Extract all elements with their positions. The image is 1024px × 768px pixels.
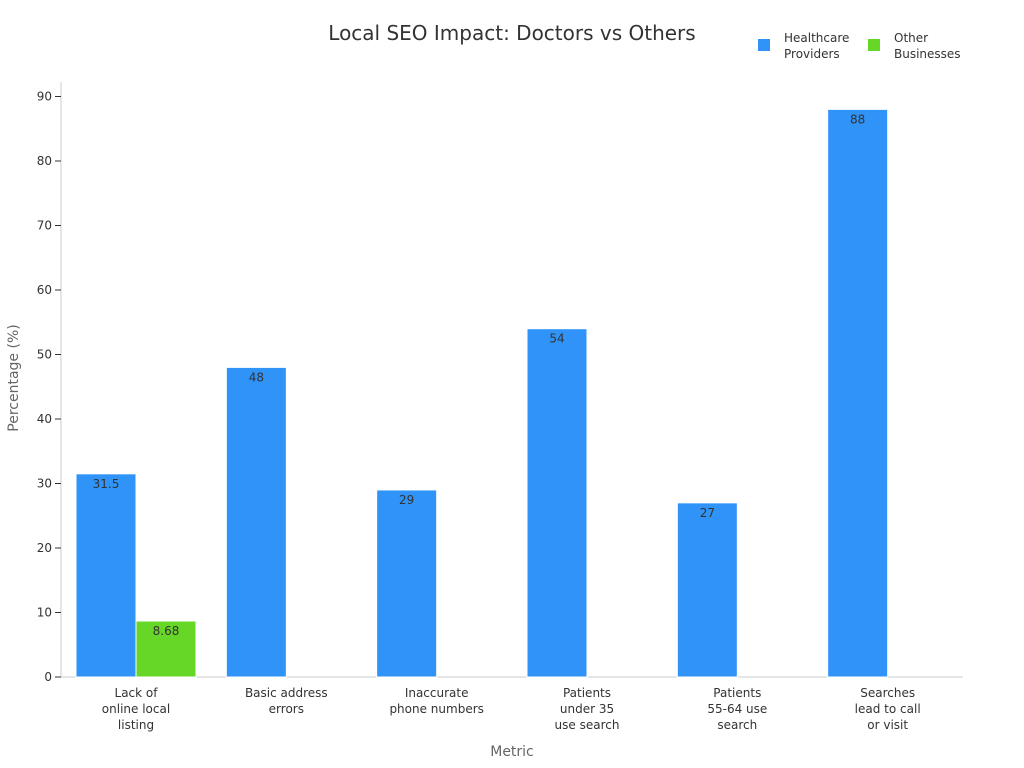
y-tick-label: 80	[37, 154, 52, 168]
bars	[75, 108, 889, 678]
bar-healthcare-2	[376, 489, 438, 678]
data-label: 27	[700, 506, 715, 520]
x-axis-title: Metric	[490, 744, 534, 760]
x-tick-label-line: errors	[269, 702, 304, 716]
y-tick-label: 50	[37, 348, 52, 362]
x-tick-label-line: or visit	[867, 718, 908, 732]
legend-swatch-1	[868, 39, 880, 51]
y-axis-title: Percentage (%)	[6, 324, 22, 431]
x-tick-label-line: Patients	[713, 686, 761, 700]
bar-healthcare-3	[526, 328, 588, 678]
x-tick-label: Patients under 35 use search	[555, 686, 620, 732]
y-tick-label: 90	[37, 90, 52, 104]
x-tick-label-line: Lack of	[115, 686, 159, 700]
data-label: 88	[850, 112, 865, 126]
data-label: 31.5	[93, 477, 120, 491]
legend-label-line: Providers	[784, 47, 840, 61]
x-tick-label-line: phone numbers	[389, 702, 483, 716]
x-tick-label: Inaccurate phone numbers	[389, 686, 483, 716]
data-label: 8.68	[153, 624, 180, 638]
x-axis: Lack of online local listing Basic address e…	[61, 676, 963, 732]
legend: Healthcare Providers Other Businesses	[758, 31, 961, 61]
x-tick-label: Basic address errors	[245, 686, 328, 716]
x-tick-label-line: use search	[555, 718, 620, 732]
chart-title: Local SEO Impact: Doctors vs Others	[328, 21, 695, 45]
y-axis: 0 10 20 30 40 50 60 70 80 90	[37, 82, 62, 684]
legend-label-line: Other	[894, 31, 928, 45]
y-tick-label: 70	[37, 219, 52, 233]
data-label: 29	[399, 493, 414, 507]
x-tick-label-line: listing	[118, 718, 154, 732]
bar-healthcare-1	[225, 366, 287, 678]
y-tick-label: 10	[37, 606, 52, 620]
x-tick-label-line: Patients	[563, 686, 611, 700]
x-tick-label: Lack of online local listing	[102, 686, 170, 732]
x-tick-label-line: online local	[102, 702, 170, 716]
bar-healthcare-4	[676, 502, 738, 678]
x-tick-label-line: Basic address	[245, 686, 328, 700]
y-tick-label: 40	[37, 412, 52, 426]
x-tick-label-line: 55-64 use	[707, 702, 767, 716]
x-tick-label-line: lead to call	[855, 702, 921, 716]
legend-label-line: Businesses	[894, 47, 961, 61]
legend-label-line: Healthcare	[784, 31, 849, 45]
x-tick-label-line: Inaccurate	[405, 686, 469, 700]
x-tick-label: Searches lead to call or visit	[855, 686, 921, 732]
x-tick-label-line: search	[717, 718, 757, 732]
bar-healthcare-5	[827, 108, 889, 678]
y-tick-label: 20	[37, 541, 52, 555]
y-tick-label: 30	[37, 477, 52, 491]
data-label: 54	[549, 332, 564, 346]
legend-swatch-0	[758, 39, 770, 51]
legend-label-1: Other Businesses	[894, 31, 961, 61]
bar-other-0	[135, 620, 197, 678]
y-tick-label: 0	[44, 670, 52, 684]
data-labels: 31.5 8.68 48 29 54 27 88	[93, 112, 866, 638]
y-tick-label: 60	[37, 283, 52, 297]
data-label: 48	[249, 370, 264, 384]
legend-label-0: Healthcare Providers	[784, 31, 849, 61]
x-tick-label: Patients 55-64 use search	[707, 686, 767, 732]
x-tick-label-line: Searches	[860, 686, 915, 700]
x-tick-label-line: under 35	[560, 702, 614, 716]
bar-healthcare-0	[75, 473, 137, 678]
